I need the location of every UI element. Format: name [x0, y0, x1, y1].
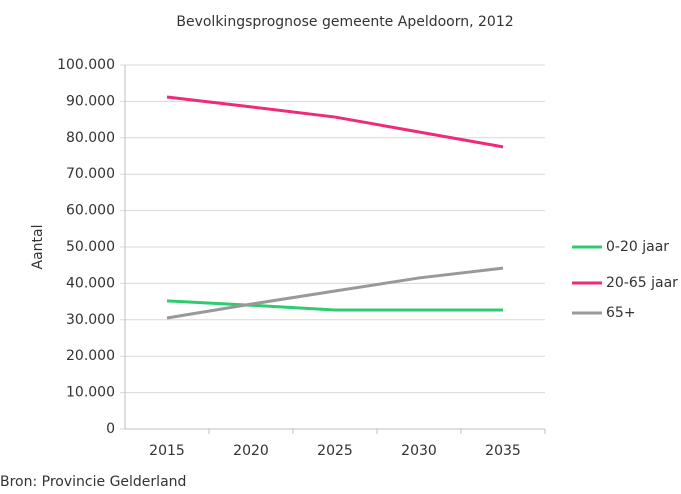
series-line	[166, 95, 504, 149]
x-tick-label: 2015	[149, 443, 185, 459]
x-tick-label: 2025	[317, 443, 353, 459]
y-tick-label: 60.000	[66, 203, 115, 219]
x-tick-label: 2020	[233, 443, 269, 459]
y-tick-label: 30.000	[66, 312, 115, 328]
y-tick-label: 10.000	[66, 385, 115, 401]
y-tick-label: 90.000	[66, 93, 115, 109]
y-tick-label: 70.000	[66, 166, 115, 182]
y-tick-label: 0	[106, 421, 115, 437]
x-tick-label: 2035	[485, 443, 521, 459]
y-tick-label: 100.000	[57, 57, 115, 73]
y-tick-label: 20.000	[66, 348, 115, 364]
legend-label: 0-20 jaar	[606, 239, 669, 255]
y-axis-label: Aantal	[30, 225, 46, 270]
y-tick-label: 40.000	[66, 275, 115, 291]
y-tick-label: 50.000	[66, 239, 115, 255]
x-tick-label: 2030	[401, 443, 437, 459]
series-line	[166, 266, 504, 320]
y-tick-label: 80.000	[66, 130, 115, 146]
legend-label: 20-65 jaar	[606, 275, 678, 291]
legend-label: 65+	[606, 305, 636, 321]
chart-title: Bevolkingsprognose gemeente Apeldoorn, 2…	[176, 14, 513, 30]
source: Bron: Provincie Gelderland	[0, 474, 186, 490]
series-line	[166, 299, 503, 312]
